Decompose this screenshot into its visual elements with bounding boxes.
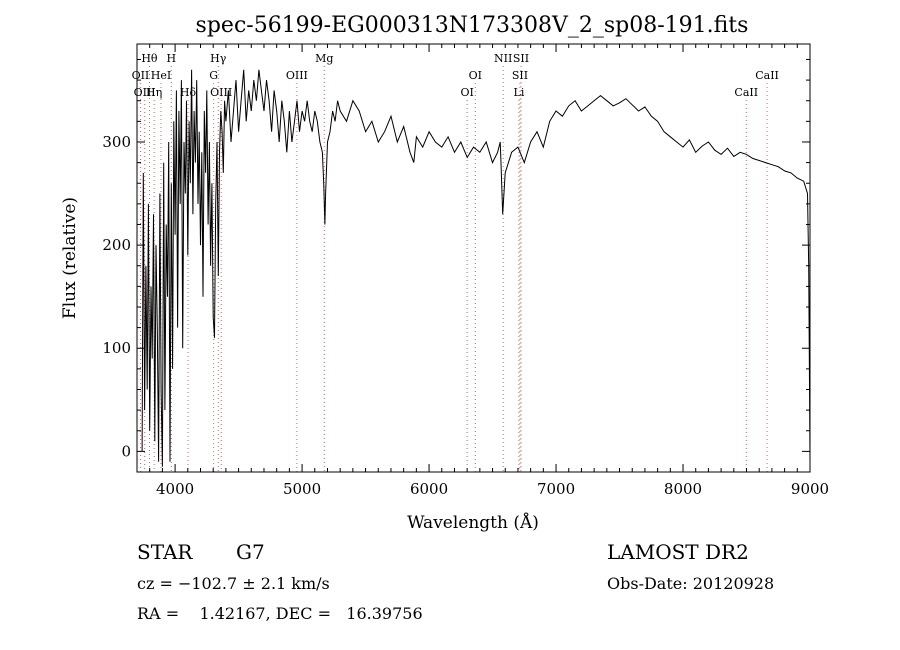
line-marker-label: CaII xyxy=(734,86,758,99)
x-tick-label: 7000 xyxy=(537,480,575,498)
object-subclass: G7 xyxy=(236,540,265,564)
y-tick-label: 100 xyxy=(102,339,131,357)
line-marker-label: OII xyxy=(132,69,150,82)
line-marker-label: G xyxy=(209,69,218,82)
line-marker-label: CaII xyxy=(755,69,779,82)
x-tick-label: 6000 xyxy=(410,480,448,498)
x-tick-label: 8000 xyxy=(664,480,702,498)
x-tick-label: 9000 xyxy=(791,480,829,498)
y-tick-label: 200 xyxy=(102,236,131,254)
line-marker-label: OIII xyxy=(210,86,232,99)
line-marker-label: HeI xyxy=(151,69,171,82)
object-class: STAR xyxy=(137,540,193,564)
line-marker-label: Mg xyxy=(315,52,333,65)
x-tick-label: 4000 xyxy=(156,480,194,498)
axis-ticks: 4000 5000 6000 7000 8000 9000 0 100 200 300 xyxy=(102,44,829,498)
line-marker-label: OIII xyxy=(286,69,308,82)
survey-name: LAMOST DR2 xyxy=(607,540,749,564)
line-marker-label: SII xyxy=(513,52,529,65)
redshift-velocity: cz = −102.7 ± 2.1 km/s xyxy=(137,574,330,593)
line-marker-label: OIII xyxy=(134,86,156,99)
y-tick-label: 300 xyxy=(102,133,131,151)
coordinates: RA = 1.42167, DEC = 16.39756 xyxy=(137,604,423,623)
line-marker-label: Hθ xyxy=(141,52,158,65)
chart-title: spec-56199-EG000313N173308V_2_sp08-191.f… xyxy=(196,13,749,38)
line-marker-label: Hη xyxy=(146,86,162,99)
y-axis-label: Flux (relative) xyxy=(60,197,80,319)
spectrum-line xyxy=(141,69,811,467)
line-marker-label: H xyxy=(166,52,176,65)
observation-date: Obs-Date: 20120928 xyxy=(607,574,775,593)
x-tick-label: 5000 xyxy=(283,480,321,498)
line-marker-label: Hδ xyxy=(180,86,197,99)
line-marker-label: NII xyxy=(494,52,512,65)
y-tick-label: 0 xyxy=(121,442,131,460)
line-marker-label: Hγ xyxy=(210,52,227,65)
line-marker-label: SII xyxy=(512,69,528,82)
line-marker-label: OI xyxy=(460,86,473,99)
line-marker-label: OI xyxy=(469,69,482,82)
plot-frame xyxy=(136,43,811,473)
line-marker-label: Li xyxy=(514,86,525,99)
x-axis-label: Wavelength (Å) xyxy=(407,512,539,533)
